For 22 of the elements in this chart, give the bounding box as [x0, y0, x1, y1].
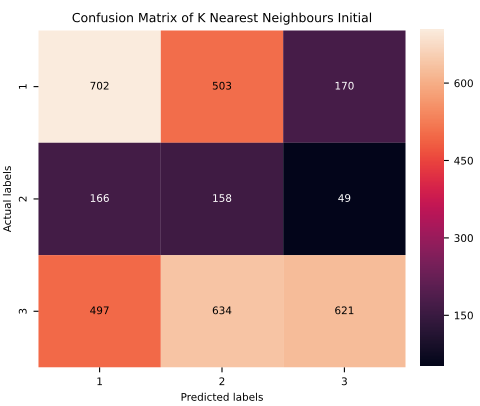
data-label: 503: [212, 82, 232, 90]
chart-title: Confusion Matrix of K Nearest Neighbours Initial: [72, 12, 372, 25]
data-label: 634: [212, 306, 232, 314]
y-tick-label: 1: [18, 84, 27, 89]
data-label: 702: [90, 82, 108, 90]
data-label: 621: [335, 306, 354, 314]
y-tick-label: 2: [18, 196, 27, 202]
color-bar-label: 150: [454, 312, 473, 320]
color-bar-label: 300: [454, 234, 473, 242]
data-label: 497: [90, 306, 109, 314]
x-tick-label: 2: [219, 377, 224, 386]
x-tick-label: 3: [342, 377, 347, 386]
x-axis-title: Predicted labels: [182, 392, 263, 401]
data-label: 49: [338, 194, 350, 202]
x-tick-label: 1: [97, 377, 102, 386]
color-bar-label: 450: [454, 156, 473, 165]
y-axis-title: Actual labels: [2, 166, 12, 232]
data-label: 158: [213, 194, 232, 202]
data-label: 166: [90, 194, 109, 202]
y-tick-label: 3: [18, 308, 27, 314]
color-bar-label: 600: [454, 79, 473, 88]
data-label: 170: [336, 82, 354, 90]
